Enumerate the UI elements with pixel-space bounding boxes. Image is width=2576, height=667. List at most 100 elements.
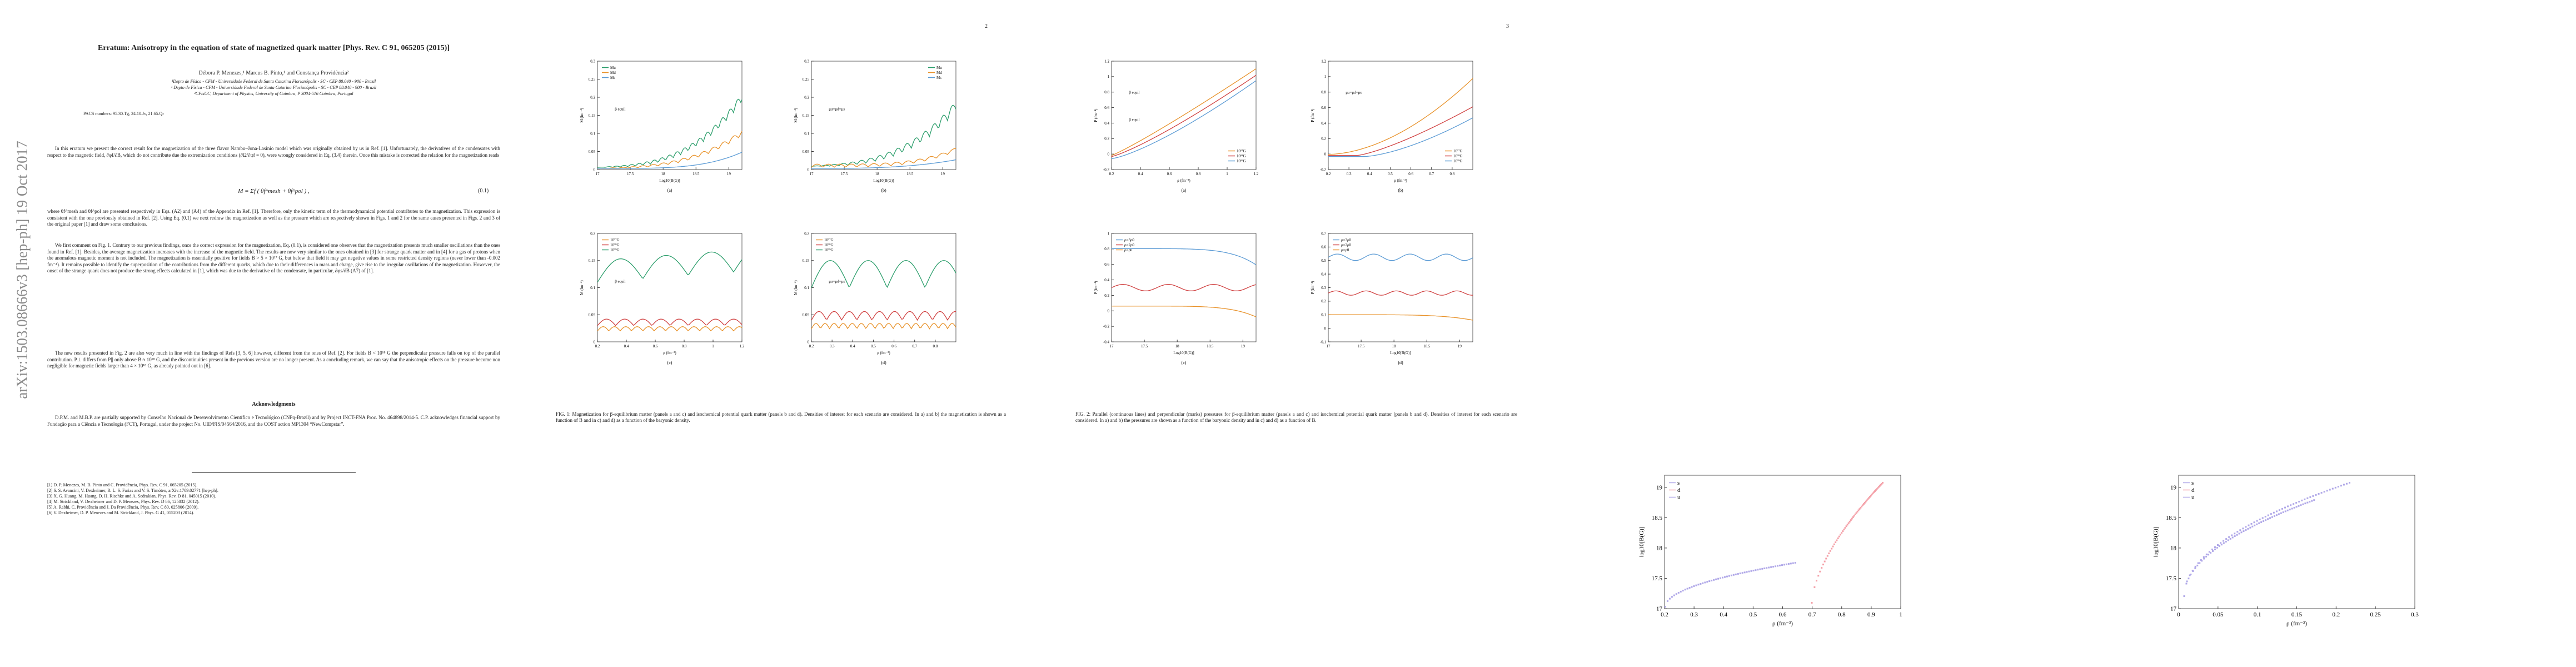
marker	[1779, 564, 1781, 566]
marker	[1816, 580, 1818, 582]
x-axis-label: ρ (fm⁻³)	[1772, 620, 1793, 627]
marker	[2253, 521, 2255, 524]
y-tick-label: 0.6	[1321, 106, 1326, 110]
legend-label: 10¹⁷G	[610, 238, 620, 242]
marker	[2267, 518, 2269, 520]
legend-label: Ms	[610, 76, 615, 80]
legend-label: ρ=ρ0	[1341, 248, 1349, 252]
panel-label: (b)	[881, 188, 886, 193]
marker	[1665, 606, 1666, 608]
x-tick-label: 18.5	[906, 172, 914, 176]
marker	[1713, 579, 1715, 581]
marker	[1737, 573, 1739, 575]
curve	[1328, 314, 1473, 321]
equation: M = Σf ( θf^mesh + θf^pol ) ,	[238, 188, 310, 195]
legend-label: 10¹⁸G	[1453, 154, 1463, 158]
y-tick-label: 0.1	[590, 131, 595, 136]
legend-label: ρ=ρ0	[1124, 248, 1133, 252]
x-tick-label: 17.5	[627, 172, 634, 176]
marker	[2318, 492, 2320, 495]
marker	[1878, 486, 1880, 488]
marker	[1711, 579, 1713, 581]
marker	[2236, 534, 2238, 536]
marker	[1872, 492, 1874, 495]
curve	[1328, 117, 1473, 157]
curve	[1112, 248, 1257, 266]
annotation: μu=μd=μs	[829, 280, 845, 284]
marker	[1881, 482, 1883, 485]
x-tick-label: 17.5	[1358, 344, 1365, 349]
y-tick-label: 0	[1324, 152, 1327, 156]
marker	[1794, 562, 1796, 564]
marker	[1861, 505, 1863, 507]
x-tick-label: 0.4	[1367, 172, 1372, 176]
x-tick-label: 18	[661, 172, 666, 176]
marker	[2227, 539, 2229, 541]
y-tick-label: 0.25	[589, 77, 596, 82]
marker	[1829, 550, 1831, 552]
x-tick-label: 17	[810, 172, 814, 176]
marker	[2286, 509, 2289, 511]
marker	[2278, 509, 2280, 511]
marker	[1759, 568, 1761, 570]
marker	[2281, 507, 2283, 510]
marker	[2243, 530, 2245, 532]
x-tick-label: 17.5	[1141, 344, 1148, 349]
legend-label: Ms	[936, 76, 941, 80]
y-axis-label: P (fm⁻⁴)	[1094, 281, 1098, 295]
marker	[1840, 534, 1842, 536]
y-tick-label: 19	[1656, 484, 1663, 491]
legend-label: 10¹⁷G	[824, 238, 834, 242]
y-tick-label: 0.05	[589, 150, 596, 154]
marker	[1880, 484, 1882, 486]
marker	[2197, 562, 2199, 564]
plot-frame	[1328, 233, 1473, 342]
curve	[1328, 253, 1473, 261]
legend-label: 10¹⁹G	[610, 248, 620, 252]
x-tick-label: 0.7	[1429, 172, 1434, 176]
marker	[1723, 576, 1726, 578]
marker	[2194, 565, 2196, 568]
x-tick-label: 0.5	[871, 344, 876, 349]
marker	[1688, 587, 1691, 589]
y-tick-label: 0.6	[1321, 245, 1326, 250]
reference: [2] S. S. Avancini, V. Dexheimer, R. L. …	[47, 488, 218, 493]
y-tick-label: 0.3	[590, 59, 595, 63]
panel-label: (c)	[1182, 360, 1187, 365]
y-tick-label: 0.2	[804, 231, 809, 236]
x-tick-label: 19	[1458, 344, 1462, 349]
x-tick-label: 0.8	[682, 344, 687, 349]
marker	[1843, 529, 1845, 531]
marker	[2254, 524, 2256, 526]
paragraph: where θf^mesh and θf^pol are presented r…	[47, 208, 500, 227]
panel-label: (b)	[1398, 188, 1403, 193]
x-tick-label: 0.15	[2291, 611, 2303, 618]
y-tick-label: 0.4	[1104, 121, 1109, 126]
y-tick-label: 0.3	[804, 59, 809, 63]
marker	[2295, 502, 2298, 504]
x-tick-label: 18.5	[692, 172, 700, 176]
marker	[1715, 578, 1717, 580]
marker	[1870, 495, 1872, 497]
y-tick-label: 0.4	[1321, 272, 1326, 276]
marker	[2185, 583, 2188, 585]
legend-label: 10¹⁹G	[824, 248, 834, 252]
curve	[1111, 305, 1257, 317]
marker	[2258, 522, 2260, 524]
reference: [4] M. Strickland, V. Dexheimer and D. P…	[47, 499, 200, 504]
y-tick-label: 0.8	[1321, 90, 1326, 94]
marker	[1847, 522, 1850, 524]
legend-label: 10¹⁹G	[1453, 159, 1463, 163]
legend-label: 10¹⁸G	[824, 243, 834, 247]
curve	[597, 326, 743, 332]
legend-label: s	[2191, 480, 2194, 486]
y-tick-label: 0.7	[1321, 231, 1326, 236]
y-tick-label: 0.4	[1321, 121, 1326, 126]
x-tick-label: 0.2	[2332, 611, 2340, 618]
marker	[2256, 523, 2258, 525]
marker	[2291, 507, 2293, 510]
marker	[1792, 562, 1794, 564]
x-axis-label: ρ (fm⁻³)	[1177, 178, 1190, 183]
marker	[2275, 510, 2278, 512]
y-axis-label: log10[B(G)]	[2153, 527, 2159, 558]
